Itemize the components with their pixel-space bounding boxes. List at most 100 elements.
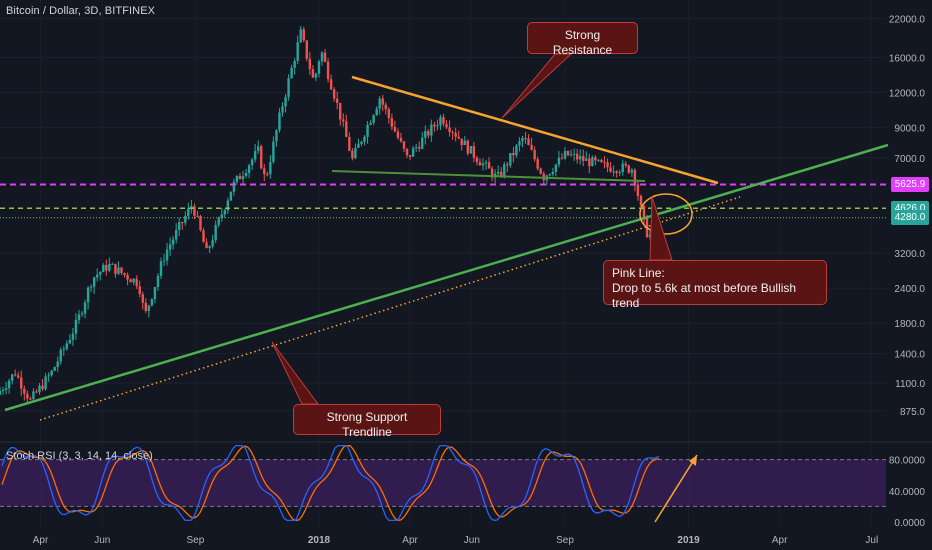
pink-line-text: Drop to 5.6k at most before Bullish tren… [612,281,797,310]
candle-body [633,169,637,185]
stoch-axis-label: 40.0000 [889,487,926,498]
candle-body [77,314,81,320]
stoch-d-line [1,444,660,522]
pink-line-callout: Pink Line: Drop to 5.6k at most before B… [603,260,827,310]
candle-body [503,164,506,176]
candle-body [484,162,488,164]
axes: 22000.0 16000.0 12000.0 9000.0 7000.0 3200.0 2… [33,15,926,546]
pink-line-title: Pink Line: [612,266,665,280]
candle-body [554,164,558,173]
candle-body [165,249,169,261]
candle-body [86,287,90,303]
candle-body [281,106,284,113]
candle-body [35,391,38,393]
time-axis-label: 2018 [308,535,331,546]
candle-body [533,149,536,160]
time-axis-label: Apr [402,535,418,546]
candle-body [123,272,126,275]
candle-body [205,242,208,249]
candle-body [178,222,181,230]
stoch-rsi-label: Stoch RSI (3, 3, 14, 14, close) [6,450,153,462]
candle-body [463,140,466,146]
candle-body [439,117,442,126]
candle-body [560,157,564,159]
candle-body [427,131,430,136]
candle-body [229,191,233,201]
candle-body [466,140,470,154]
candle-body [4,388,8,391]
candle-body [472,146,476,158]
symbol-title: Bitcoin / Dollar, 3D, BITFINEX [6,5,156,17]
candle-body [83,302,87,314]
candle-body [80,313,84,315]
candle-body [320,52,324,62]
candle-body [627,165,631,173]
candle-body [199,216,202,231]
candle-body [445,123,448,128]
candle-body [454,132,457,137]
candle-body [32,391,35,399]
candle-body [436,125,439,127]
candle-body [396,131,400,138]
candle-body [153,286,157,299]
candle-body [408,155,412,157]
candle-body [74,319,78,334]
price-tag-pink: 5625.9 [891,176,929,192]
candle-body [339,102,342,120]
candle-body [23,388,26,394]
candle-body [284,96,287,107]
candle-body [363,136,366,142]
candle-body [147,305,151,311]
time-axis-label: Jun [94,535,110,546]
candle-body [500,171,503,176]
candle-body [460,138,463,146]
candle-body [311,69,315,78]
candle-body [56,361,59,368]
candle-body [579,156,582,160]
candle-body [68,339,72,344]
candle-body [585,158,588,161]
candle-body [135,278,138,287]
candle-body [278,112,281,131]
time-axis-label: Sep [187,535,205,546]
candle-body [357,143,360,148]
strong-support-callout: Strong Support Trendline [293,404,441,439]
candle-body [448,127,451,133]
candle-body [521,138,524,142]
candle-body [566,150,570,156]
candle-body [129,279,132,283]
candle-body [253,151,257,160]
candle-body [600,159,603,163]
candle-body [111,263,114,265]
resistance-pointer [501,53,573,119]
price-axis-label: 1800.0 [894,319,925,330]
price-axis-label: 2400.0 [894,284,925,295]
candle-body [202,230,205,243]
candle-body [208,246,211,249]
candle-body [108,263,111,271]
candle-body [345,121,348,137]
candle-body [144,302,148,311]
candle-body [557,157,561,165]
candle-body [642,205,646,218]
candle-body [220,214,223,218]
candle-body [490,168,494,178]
candle-body [250,159,254,166]
candle-body [59,349,62,362]
candle-body [302,29,305,41]
candle-body [603,162,606,164]
candle-body [411,148,415,157]
candle-body [424,131,427,138]
candle-body [524,138,527,140]
candle-body [299,29,302,43]
candle-body [612,171,615,173]
candle-body [430,124,433,136]
candle-body [211,240,214,247]
candle-body [226,200,230,211]
price-tag-dotted: 4280.0 [891,210,929,226]
candle-body [393,127,397,132]
candle-body [117,267,120,274]
candle-body [7,380,11,389]
candle-body [247,165,251,173]
candle-body [582,156,585,161]
